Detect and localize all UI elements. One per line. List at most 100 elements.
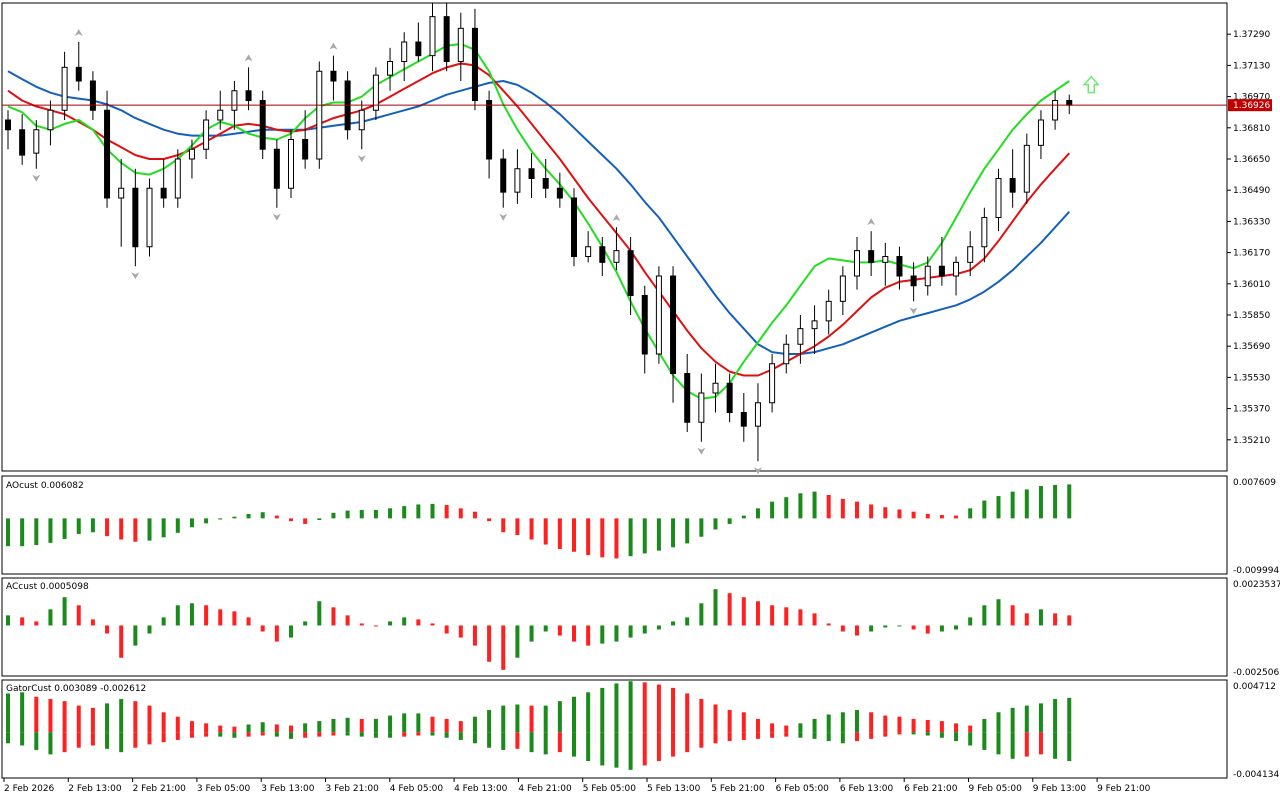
candle[interactable] — [514, 149, 521, 204]
candle[interactable] — [783, 334, 790, 374]
candle[interactable] — [571, 188, 577, 267]
candle[interactable] — [924, 256, 931, 296]
candle[interactable] — [471, 8, 478, 111]
candle[interactable] — [288, 129, 294, 198]
candle[interactable] — [330, 55, 337, 101]
candle[interactable] — [75, 42, 82, 91]
candle[interactable] — [599, 237, 606, 276]
candle[interactable] — [259, 90, 266, 159]
candle[interactable] — [1052, 90, 1059, 130]
candle[interactable] — [910, 262, 917, 302]
candle[interactable] — [938, 237, 945, 286]
candle[interactable] — [528, 153, 535, 198]
candle[interactable] — [316, 61, 323, 169]
candle[interactable] — [429, 3, 436, 72]
candle[interactable] — [1009, 149, 1016, 208]
candle[interactable] — [556, 172, 563, 208]
candle[interactable] — [967, 231, 974, 276]
ac-bar — [34, 621, 39, 626]
candle[interactable] — [61, 51, 68, 120]
candle[interactable] — [655, 266, 662, 364]
candle[interactable] — [670, 266, 677, 403]
candle[interactable] — [500, 149, 507, 208]
candle[interactable] — [33, 120, 40, 169]
candle[interactable] — [203, 110, 210, 159]
candle[interactable] — [981, 207, 988, 263]
candle[interactable] — [839, 266, 846, 315]
candle[interactable] — [387, 47, 394, 91]
gator-lower-bar — [755, 732, 760, 739]
candle[interactable] — [358, 100, 365, 150]
candle[interactable] — [825, 289, 832, 335]
candle[interactable] — [627, 237, 634, 315]
gator-upper-bar — [699, 698, 704, 733]
candle[interactable] — [1037, 110, 1044, 159]
candle[interactable] — [1023, 133, 1030, 204]
candle[interactable] — [585, 231, 592, 263]
candle[interactable] — [995, 168, 1002, 232]
candle-body — [868, 250, 875, 263]
candle[interactable] — [19, 114, 26, 165]
candle[interactable] — [854, 237, 860, 290]
candle[interactable] — [160, 159, 167, 208]
candle[interactable] — [118, 159, 125, 247]
gator-lower-bar — [175, 732, 180, 740]
gator-lower-bar — [345, 732, 350, 736]
candle[interactable] — [443, 3, 450, 72]
gator-upper-bar — [373, 718, 378, 733]
candle[interactable] — [684, 354, 691, 432]
candle-body — [259, 100, 266, 150]
candle[interactable] — [542, 159, 549, 198]
candle-body — [471, 27, 478, 102]
candle[interactable] — [698, 373, 705, 442]
candle[interactable] — [273, 139, 280, 208]
candle[interactable] — [882, 242, 889, 286]
alligator-jaw-line — [7, 70, 1071, 355]
candle[interactable] — [754, 383, 761, 462]
candle[interactable] — [613, 227, 620, 271]
candle[interactable] — [302, 110, 309, 169]
buy-signal-arrow-icon[interactable] — [1082, 75, 1100, 94]
candle[interactable] — [47, 100, 54, 146]
candle[interactable] — [457, 12, 464, 81]
candle[interactable] — [641, 285, 648, 374]
candle[interactable] — [5, 110, 11, 150]
candle[interactable] — [797, 315, 804, 364]
ac-bar — [62, 597, 67, 626]
gator-upper-bar — [713, 704, 718, 733]
candle[interactable] — [104, 90, 111, 208]
candle[interactable] — [188, 139, 195, 179]
candle[interactable] — [245, 67, 252, 111]
candle[interactable] — [953, 256, 960, 296]
candle[interactable] — [740, 393, 747, 442]
candle[interactable] — [896, 246, 903, 290]
gator-lower-bar — [614, 732, 619, 768]
candle[interactable] — [769, 354, 776, 413]
ac-bar — [600, 625, 605, 644]
candle[interactable] — [372, 67, 379, 120]
candle[interactable] — [811, 305, 818, 354]
candle[interactable] — [174, 149, 181, 208]
candle[interactable] — [89, 71, 96, 120]
ac-indicator-label: ACcust 0.0005098 — [6, 582, 89, 592]
candle-body — [217, 109, 224, 121]
price-pane[interactable] — [1, 2, 1228, 472]
gator-lower-bar — [572, 732, 576, 757]
candle[interactable] — [401, 32, 408, 81]
gator-lower-bar — [76, 732, 81, 748]
candle[interactable] — [415, 22, 422, 62]
gator-lower-bar — [317, 732, 322, 737]
candle-body — [967, 246, 974, 263]
candle[interactable] — [726, 373, 733, 423]
candle[interactable] — [868, 231, 875, 276]
candle[interactable] — [217, 90, 224, 130]
candle[interactable] — [146, 178, 153, 257]
time-axis-label: 4 Feb 13:00 — [454, 784, 508, 794]
gator-upper-bar — [840, 712, 845, 733]
candle[interactable] — [132, 168, 139, 267]
fractal-down-icon — [753, 467, 762, 475]
ac-bar — [954, 625, 959, 630]
candle[interactable] — [712, 363, 719, 413]
